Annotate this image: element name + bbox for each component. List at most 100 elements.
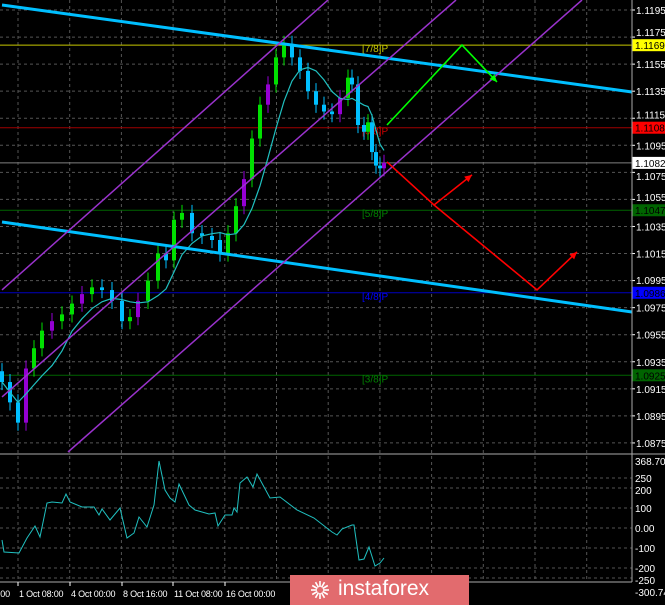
candle-body (382, 162, 386, 169)
price-tick-label: 1.0995 (636, 276, 665, 287)
candle-body (374, 152, 378, 166)
indicator-line (1, 460, 385, 567)
arrow-head (489, 74, 497, 82)
price-badge-label: 1.1047 (635, 206, 665, 217)
instaforex-logo: instaforex (290, 575, 469, 605)
candle-body (16, 402, 20, 423)
grid (0, 0, 632, 580)
price-tick-label: 1.1015 (636, 250, 665, 261)
price-badge (632, 39, 665, 52)
arrow-head (464, 174, 472, 183)
logo-icon (311, 581, 329, 599)
candle-body (80, 294, 84, 304)
candle-body (100, 287, 104, 291)
candle-body (210, 235, 214, 241)
time-label: 4 Oct 00:00 (71, 589, 116, 599)
candle-body (250, 138, 254, 180)
price-badge-label: 1.1082 (635, 159, 665, 170)
candle-body (370, 122, 374, 153)
indicator-tick-label: 200 (635, 486, 652, 497)
candle-body (218, 240, 222, 254)
candles (0, 35, 386, 431)
candle-body (0, 371, 4, 383)
candle-body (136, 300, 140, 318)
candle-body (306, 70, 310, 92)
price-tick-label: 1.0915 (636, 385, 665, 396)
candle-body (282, 43, 286, 58)
indicator-min-label: -300.741 (635, 588, 665, 599)
price-badge (632, 369, 665, 382)
candle-body (190, 212, 194, 234)
murrey-label: [4/8]P (362, 292, 388, 303)
price-tick-label: 1.0975 (636, 304, 665, 315)
price-badge (632, 204, 665, 217)
candle-body (274, 57, 278, 85)
candle-body (266, 84, 270, 105)
candle-body (378, 165, 382, 169)
time-label: 11 Oct 08:00 (174, 589, 223, 599)
price-badge (632, 121, 665, 134)
price-tick-label: 1.1035 (636, 222, 665, 233)
candle-body (258, 104, 262, 139)
trendline (1, 0, 329, 291)
candle-body (346, 77, 350, 98)
candle-body (338, 97, 342, 115)
forecast-arrow (386, 43, 498, 126)
trendlines (1, 0, 633, 453)
candle-body (350, 77, 354, 85)
price-badge (632, 156, 665, 169)
indicator-tick-label: 100 (635, 504, 652, 515)
candle-body (128, 317, 132, 322)
forecast-arrow (433, 204, 578, 291)
candle-body (322, 104, 326, 112)
price-badge-label: 1.0986 (635, 289, 665, 300)
candle-body (40, 330, 44, 349)
indicator-tick-label: 250 (635, 474, 652, 485)
forecast-arrow (386, 161, 473, 207)
candle-body (110, 290, 114, 301)
candle-body (314, 91, 318, 105)
arrow-head (569, 251, 577, 260)
ma-line (1, 66, 385, 404)
price-tick-label: 1.0935 (636, 358, 665, 369)
candle-body (32, 348, 36, 369)
indicator-tick-label: -250 (635, 576, 655, 587)
time-label: 1 Oct 08:00 (19, 589, 64, 599)
candle-body (242, 179, 246, 207)
candle-body (290, 43, 294, 58)
trendline (67, 0, 583, 453)
murrey-label: [7/8]P (362, 44, 388, 55)
candle-body (156, 253, 160, 281)
price-badge (632, 286, 665, 299)
murrey-label: [3/8]P (362, 374, 388, 385)
price-tick-label: 1.1155 (636, 60, 665, 71)
cci-indicator (0, 453, 665, 567)
candle-body (366, 122, 370, 132)
candle-body (164, 253, 168, 261)
price-tick-label: 1.1095 (636, 141, 665, 152)
candle-body (362, 125, 366, 132)
candle-body (70, 303, 74, 315)
indicator-tick-label: -100 (635, 544, 655, 555)
candle-body (330, 111, 334, 115)
trendline (1, 220, 633, 314)
murrey-label: [6/8]P (362, 127, 388, 138)
price-tick-label: 1.0895 (636, 412, 665, 423)
trendline (1, 0, 457, 398)
candle-body (172, 219, 176, 261)
candle-body (180, 212, 184, 220)
indicator-tick-label: -200 (635, 564, 655, 575)
indicator-tick-label: 0.00 (635, 524, 655, 535)
price-badge-label: 1.0925 (635, 371, 665, 382)
price-tick-label: 1.1075 (636, 172, 665, 183)
candle-body (200, 233, 204, 236)
candle-body (60, 314, 64, 322)
time-label: :00 (0, 589, 10, 599)
murrey-label: [5/8]P (362, 209, 388, 220)
candle-body (226, 233, 230, 254)
candle-body (120, 300, 124, 322)
candle-body (298, 57, 302, 71)
time-label: 16 Oct 00:00 (226, 589, 275, 599)
